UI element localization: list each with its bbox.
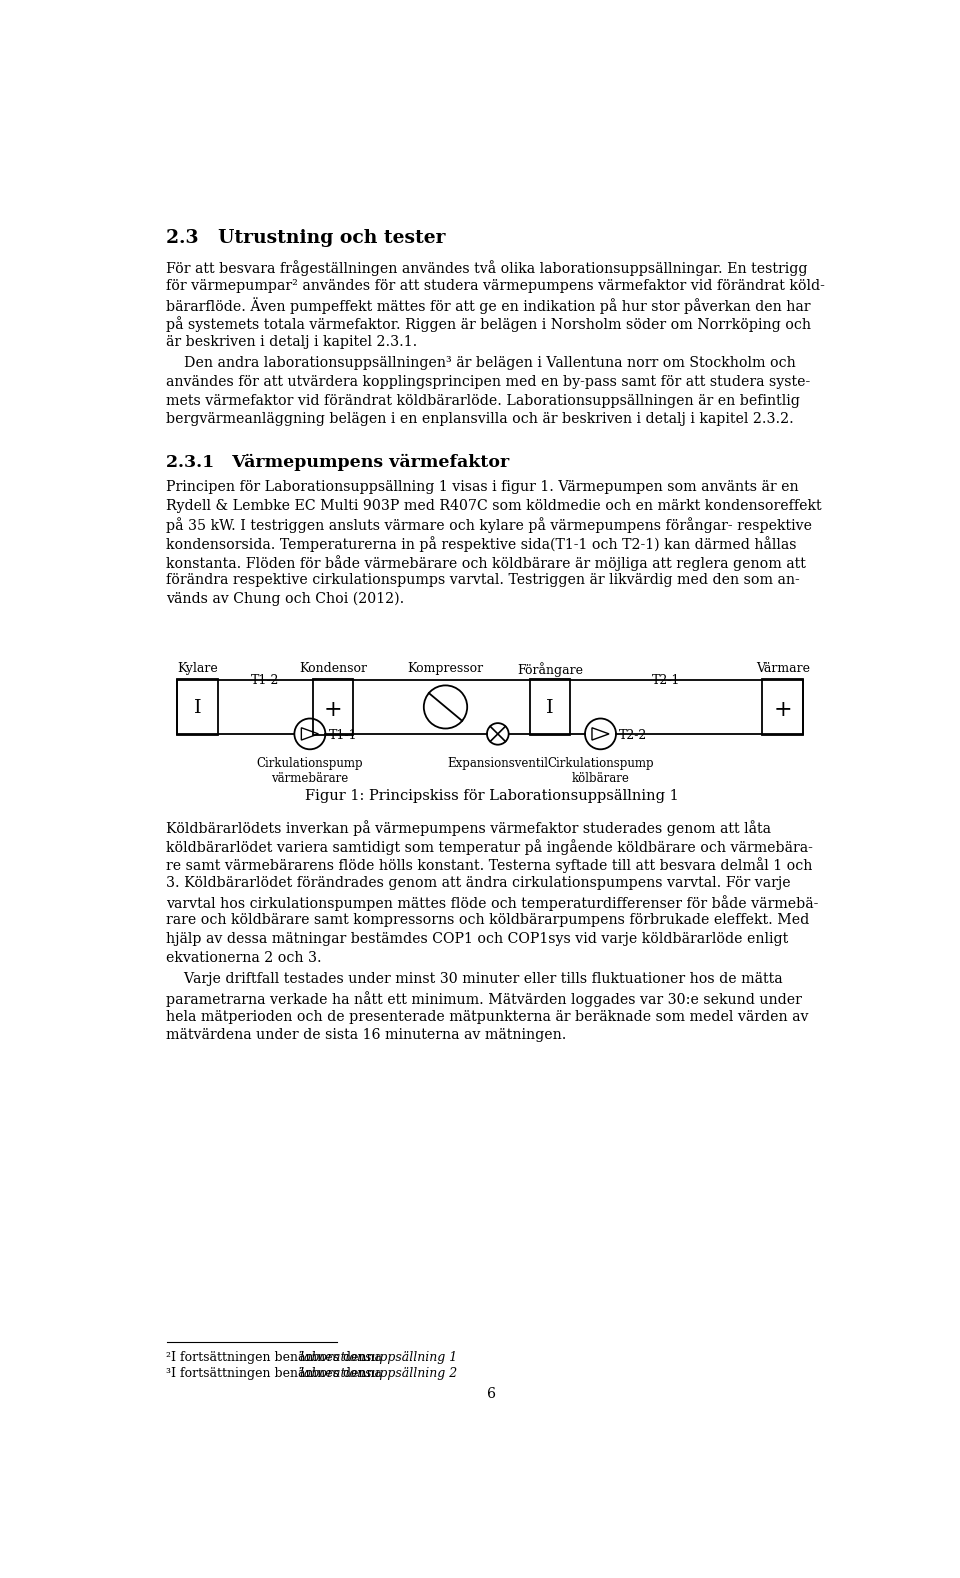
Text: T1-2: T1-2 (252, 674, 279, 686)
Text: För att besvara frågeställningen användes två olika laborationsuppsällningar. En: För att besvara frågeställningen använde… (166, 260, 808, 276)
Bar (313, 679, 353, 735)
Text: rare och köldbärare samt kompressorns och köldbärarpumpens förbrukade eleffekt. : rare och köldbärare samt kompressorns oc… (166, 914, 809, 928)
Text: re samt värmebärarens flöde hölls konstant. Testerna syftade till att besvara de: re samt värmebärarens flöde hölls konsta… (166, 857, 813, 873)
Text: Kylare: Kylare (178, 663, 218, 675)
Text: I: I (194, 699, 202, 718)
Text: laborationsuppsällning 1: laborationsuppsällning 1 (300, 1351, 457, 1363)
Text: förändra respektive cirkulationspumps varvtal. Testriggen är likvärdig med den s: förändra respektive cirkulationspumps va… (166, 573, 801, 587)
Text: kölbärare: kölbärare (571, 772, 630, 786)
Text: Värmare: Värmare (756, 663, 809, 675)
Text: parametrarna verkade ha nått ett minimum. Mätvärden loggades var 30:e sekund und: parametrarna verkade ha nått ett minimum… (166, 991, 803, 1007)
Text: Expansionsventil: Expansionsventil (447, 757, 548, 770)
Bar (178, 679, 218, 735)
Bar (762, 679, 803, 735)
Text: Figur 1: Principskiss för Laborationsuppsällning 1: Figur 1: Principskiss för Laborationsupp… (305, 789, 679, 803)
Text: Kompressor: Kompressor (407, 663, 484, 675)
Text: 3. Köldbärarlödet förändrades genom att ändra cirkulationspumpens varvtal. För v: 3. Köldbärarlödet förändrades genom att … (166, 876, 791, 890)
Text: 2.3.1   Värmepumpens värmefaktor: 2.3.1 Värmepumpens värmefaktor (166, 454, 510, 472)
Text: på systemets totala värmefaktor. Riggen är belägen i Norsholm söder om Norrköpin: på systemets totala värmefaktor. Riggen … (166, 316, 811, 331)
Text: Kondensor: Kondensor (300, 663, 367, 675)
Text: I: I (546, 699, 554, 718)
Text: T1-1: T1-1 (328, 729, 357, 742)
Text: Rydell & Lembke EC Multi 903P med R407C som köldmedie och en märkt kondensoreffe: Rydell & Lembke EC Multi 903P med R407C … (166, 499, 822, 513)
Text: kondensorsida. Temperaturerna in på respektive sida(T1-1 och T2-1) kan därmed hå: kondensorsida. Temperaturerna in på resp… (166, 537, 797, 552)
Text: bärarflöde. Även pumpeffekt mättes för att ge en indikation på hur stor påverkan: bärarflöde. Även pumpeffekt mättes för a… (166, 298, 811, 314)
Text: på 35 kW. I testriggen ansluts värmare och kylare på värmepumpens förångar- resp: på 35 kW. I testriggen ansluts värmare o… (166, 518, 812, 533)
Text: +: + (774, 699, 792, 721)
Text: ekvationerna 2 och 3.: ekvationerna 2 och 3. (166, 950, 323, 964)
Text: konstanta. Flöden för både värmebärare och köldbärare är möjliga att reglera gen: konstanta. Flöden för både värmebärare o… (166, 555, 806, 571)
Text: för värmepumpar² användes för att studera värmepumpens värmefaktor vid förändrat: för värmepumpar² användes för att studer… (166, 279, 826, 294)
Text: T2-2: T2-2 (619, 729, 647, 742)
Text: vänds av Chung och Choi (2012).: vänds av Chung och Choi (2012). (166, 592, 405, 606)
Text: värmebärare: värmebärare (272, 772, 348, 786)
Text: Köldbärarlödets inverkan på värmepumpens värmefaktor studerades genom att låta: Köldbärarlödets inverkan på värmepumpens… (166, 821, 772, 836)
Text: 2.3   Utrustning och tester: 2.3 Utrustning och tester (166, 229, 446, 248)
Text: ²I fortsättningen benämnes denna: ²I fortsättningen benämnes denna (166, 1351, 387, 1363)
Text: köldbärarlödet variera samtidigt som temperatur på ingående köldbärare och värme: köldbärarlödet variera samtidigt som tem… (166, 839, 813, 855)
Text: hela mätperioden och de presenterade mätpunkterna är beräknade som medel värden : hela mätperioden och de presenterade mät… (166, 1010, 809, 1024)
Text: varvtal hos cirkulationspumpen mättes flöde och temperaturdifferenser för både v: varvtal hos cirkulationspumpen mättes fl… (166, 895, 819, 911)
Text: Principen för Laborationsuppsällning 1 visas i figur 1. Värmepumpen som använts : Principen för Laborationsuppsällning 1 v… (166, 480, 799, 494)
Text: Den andra laborationsuppsällningen³ är belägen i Vallentuna norr om Stockholm oc: Den andra laborationsuppsällningen³ är b… (166, 357, 796, 371)
Text: Cirkulationspump: Cirkulationspump (547, 757, 654, 770)
Text: ³I fortsättningen benämnes denna: ³I fortsättningen benämnes denna (166, 1368, 387, 1381)
Text: hjälp av dessa mätningar bestämdes COP1 och COP1sys vid varje köldbärarlöde enli: hjälp av dessa mätningar bestämdes COP1 … (166, 933, 789, 945)
Text: Cirkulationspump: Cirkulationspump (256, 757, 363, 770)
Text: T2-1: T2-1 (652, 674, 681, 686)
Text: +: + (324, 699, 343, 721)
Text: Förångare: Förångare (517, 663, 583, 677)
Text: 6: 6 (488, 1387, 496, 1401)
Text: Varje driftfall testades under minst 30 minuter eller tills fluktuationer hos de: Varje driftfall testades under minst 30 … (166, 972, 783, 986)
Text: mets värmefaktor vid förändrat köldbärarlöde. Laborationsuppsällningen är en bef: mets värmefaktor vid förändrat köldbärar… (166, 394, 801, 407)
Text: användes för att utvärdera kopplingsprincipen med en by-pass samt för att studer: användes för att utvärdera kopplingsprin… (166, 376, 811, 390)
Text: laborationsuppsällning 2: laborationsuppsällning 2 (300, 1368, 457, 1381)
Text: är beskriven i detalj i kapitel 2.3.1.: är beskriven i detalj i kapitel 2.3.1. (166, 335, 418, 349)
Text: bergvärmeanläggning belägen i en enplansvilla och är beskriven i detalj i kapite: bergvärmeanläggning belägen i en enplans… (166, 412, 794, 426)
Bar (530, 679, 570, 735)
Text: mätvärdena under de sista 16 minuterna av mätningen.: mätvärdena under de sista 16 minuterna a… (166, 1029, 566, 1041)
